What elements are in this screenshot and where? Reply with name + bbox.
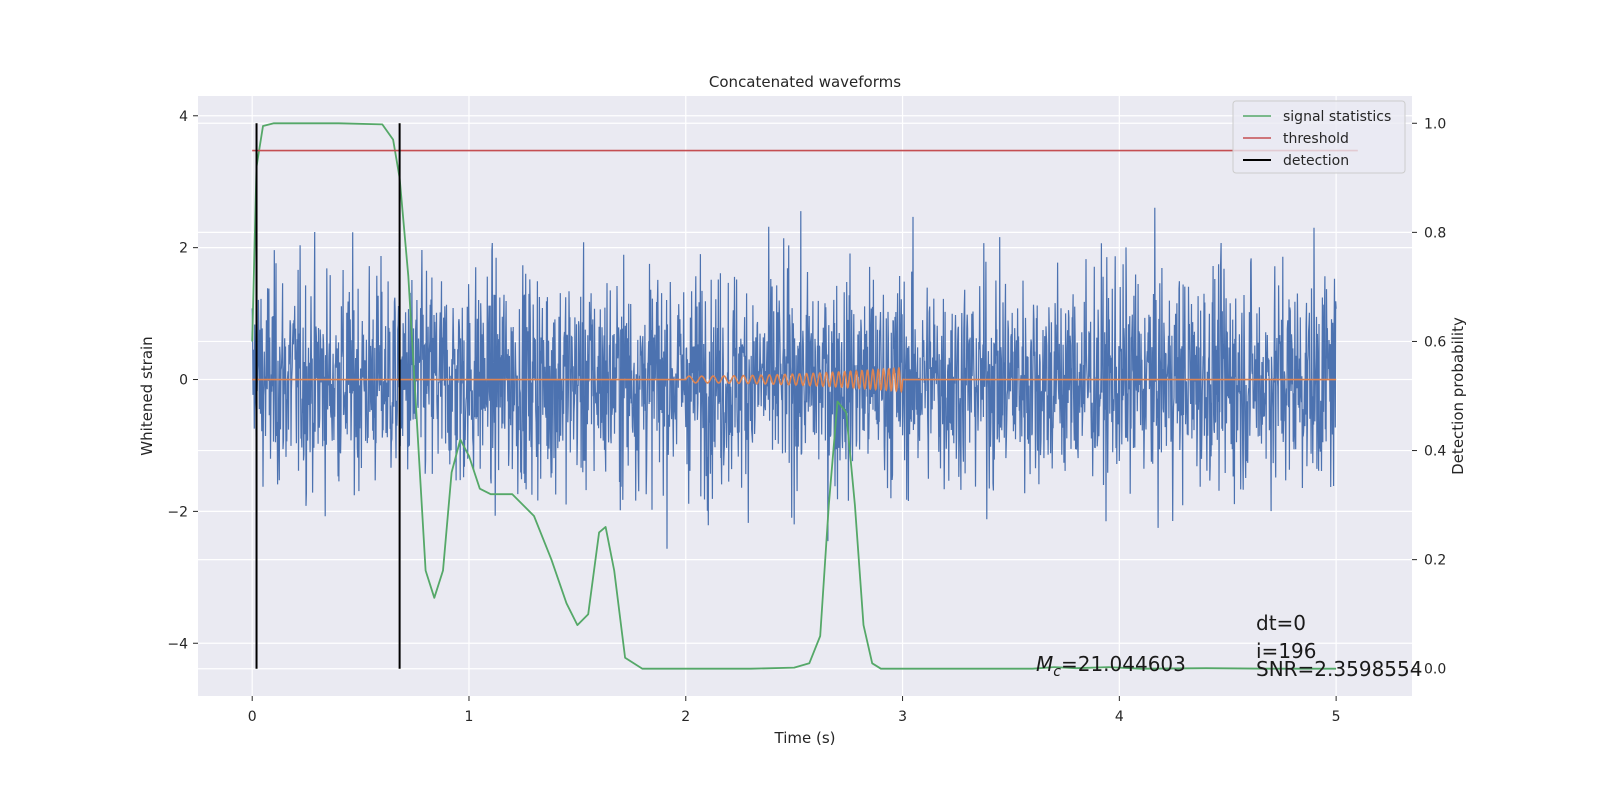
chirp-mass-value: =21.044603: [1061, 652, 1186, 676]
signal-statistics-series: [251, 122, 1337, 670]
y-axis-label: Whitened strain: [138, 336, 156, 455]
y-tick-label: 4: [179, 109, 188, 125]
x-tick-label: 1: [465, 709, 474, 725]
annotations: Mc=21.044603 dt=0 i=196 SNR=2.3598554: [1036, 611, 1422, 681]
detection-lines: [255, 123, 401, 669]
y-axis-ticks: −4 −2 0 2 4: [167, 109, 198, 652]
y-tick-label: −4: [167, 636, 188, 652]
strain-series: [251, 207, 1337, 549]
injected-signal-line: [252, 366, 1337, 394]
y2-axis-label: Detection probability: [1449, 317, 1467, 475]
legend-label-detection: detection: [1283, 153, 1349, 169]
index-annotation: i=196: [1256, 639, 1317, 663]
legend: signal statistics threshold detection: [1232, 100, 1406, 174]
dt-annotation: dt=0: [1256, 611, 1306, 635]
y-tick-label: 2: [179, 241, 188, 257]
x-tick-label: 4: [1115, 709, 1124, 725]
chirp-mass-subscript: c: [1053, 664, 1061, 680]
snr-annotation: SNR=2.3598554: [1256, 657, 1422, 681]
x-tick-label: 5: [1332, 709, 1341, 725]
chirp-mass-annotation: Mc=21.044603: [1036, 652, 1186, 680]
y-tick-label: −2: [167, 504, 188, 520]
y2-axis-ticks: 0.0 0.2 0.4 0.6 0.8 1.0: [1412, 116, 1446, 678]
y2-tick-label: 0.0: [1424, 662, 1446, 678]
x-axis-ticks: 0 1 2 3 4 5: [248, 696, 1341, 725]
chirp-mass-symbol: M: [1036, 652, 1053, 676]
y2-tick-label: 0.6: [1424, 334, 1446, 350]
y2-tick-label: 0.8: [1424, 225, 1446, 241]
injected-signal-series: [252, 366, 1337, 394]
chart-title: Concatenated waveforms: [709, 73, 901, 91]
y2-tick-label: 0.4: [1424, 444, 1446, 460]
y2-tick-label: 0.2: [1424, 553, 1446, 569]
legend-label-threshold: threshold: [1283, 131, 1349, 147]
legend-label-signal-statistics: signal statistics: [1283, 109, 1391, 125]
signal-statistics-line: [251, 122, 1337, 670]
x-tick-label: 2: [681, 709, 690, 725]
y2-tick-label: 1.0: [1424, 116, 1446, 132]
grid-lines: [198, 96, 1412, 696]
x-tick-label: 3: [898, 709, 907, 725]
x-tick-label: 0: [248, 709, 257, 725]
legend-frame: [1232, 100, 1406, 174]
y-tick-label: 0: [179, 373, 188, 389]
x-axis-label: Time (s): [774, 729, 836, 747]
strain-line: [251, 207, 1337, 549]
